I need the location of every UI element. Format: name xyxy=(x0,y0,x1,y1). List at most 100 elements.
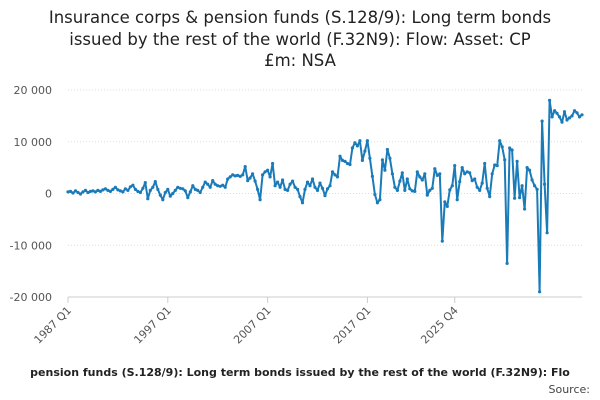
data-point xyxy=(138,190,142,195)
data-point xyxy=(163,190,167,195)
data-point xyxy=(86,190,90,195)
data-point xyxy=(415,170,419,174)
x-tick-label: 2025 Q4 xyxy=(418,304,461,347)
data-point xyxy=(423,172,427,176)
data-point xyxy=(236,173,240,177)
data-point xyxy=(433,167,437,171)
data-point xyxy=(525,166,529,170)
x-tick-label: 2007 Q1 xyxy=(231,304,274,347)
data-point xyxy=(330,170,335,174)
data-point xyxy=(523,207,527,211)
data-point xyxy=(570,114,574,118)
data-point xyxy=(460,166,464,170)
data-point xyxy=(478,188,482,192)
data-point xyxy=(418,175,422,179)
data-point xyxy=(286,188,290,192)
y-axis-tick-labels: 20 000 10 000 0 -10 000 -20 000 xyxy=(10,84,52,304)
data-point xyxy=(373,192,377,197)
data-point xyxy=(315,188,320,192)
data-point xyxy=(278,185,282,189)
data-point xyxy=(393,185,397,189)
data-point xyxy=(475,185,479,189)
data-point xyxy=(273,184,277,188)
data-point xyxy=(281,178,285,182)
data-point xyxy=(365,139,369,143)
data-point xyxy=(325,187,330,191)
data-point xyxy=(78,192,83,196)
data-point xyxy=(76,190,80,195)
data-point xyxy=(338,154,342,158)
data-point xyxy=(276,180,280,184)
data-point xyxy=(66,190,70,194)
data-point xyxy=(383,168,387,172)
data-point xyxy=(520,184,524,188)
data-point xyxy=(455,198,459,202)
data-point xyxy=(370,174,374,178)
data-point xyxy=(300,201,305,205)
data-point xyxy=(91,189,95,193)
data-point xyxy=(88,189,93,193)
data-point xyxy=(403,188,407,192)
data-point xyxy=(350,146,354,150)
x-tick-label: 2017 Q1 xyxy=(331,304,374,347)
data-point xyxy=(218,184,222,188)
data-point xyxy=(493,163,497,167)
data-point xyxy=(256,187,260,191)
data-point xyxy=(233,174,237,178)
data-point xyxy=(216,184,220,188)
data-point xyxy=(320,186,325,190)
data-point xyxy=(118,189,122,193)
data-point xyxy=(166,187,170,191)
data-point xyxy=(221,183,225,187)
data-point xyxy=(183,189,187,193)
data-point xyxy=(328,184,332,188)
data-point xyxy=(360,158,364,162)
data-point xyxy=(355,144,359,148)
data-point xyxy=(228,175,232,179)
data-point xyxy=(410,189,414,193)
data-point xyxy=(98,189,102,193)
data-point xyxy=(500,145,504,149)
data-point xyxy=(435,173,439,177)
data-point xyxy=(126,188,130,192)
data-point xyxy=(133,187,137,191)
data-point xyxy=(538,290,542,294)
data-point xyxy=(213,182,217,186)
data-point xyxy=(298,195,302,199)
data-point xyxy=(560,120,564,124)
data-point xyxy=(565,118,569,122)
y-tick-label: -10 000 xyxy=(10,239,52,252)
data-point xyxy=(580,113,584,117)
data-point xyxy=(146,197,150,201)
data-point xyxy=(413,189,417,193)
data-point xyxy=(518,196,522,200)
data-point xyxy=(161,198,165,202)
data-point xyxy=(378,198,382,202)
data-point xyxy=(223,185,227,189)
data-point xyxy=(128,185,132,189)
data-point xyxy=(291,179,295,183)
data-point xyxy=(398,179,402,183)
data-point xyxy=(143,181,147,185)
data-point xyxy=(116,188,120,192)
data-point xyxy=(158,193,162,197)
data-point xyxy=(203,180,207,184)
data-point xyxy=(380,158,384,162)
data-point xyxy=(420,178,424,182)
source-label: Source: xyxy=(549,383,591,396)
data-point xyxy=(296,187,300,191)
data-point xyxy=(68,189,73,193)
data-point xyxy=(405,177,409,181)
data-point xyxy=(111,187,115,191)
legend-series-label: pension funds (S.128/9): Long term bonds… xyxy=(30,366,570,379)
data-point xyxy=(498,139,502,143)
data-point xyxy=(108,189,112,193)
data-point xyxy=(515,159,519,163)
data-point xyxy=(333,173,337,177)
data-point xyxy=(201,185,205,189)
data-point xyxy=(540,119,544,123)
data-point xyxy=(505,261,509,265)
data-point xyxy=(191,184,195,188)
data-point xyxy=(535,187,539,191)
